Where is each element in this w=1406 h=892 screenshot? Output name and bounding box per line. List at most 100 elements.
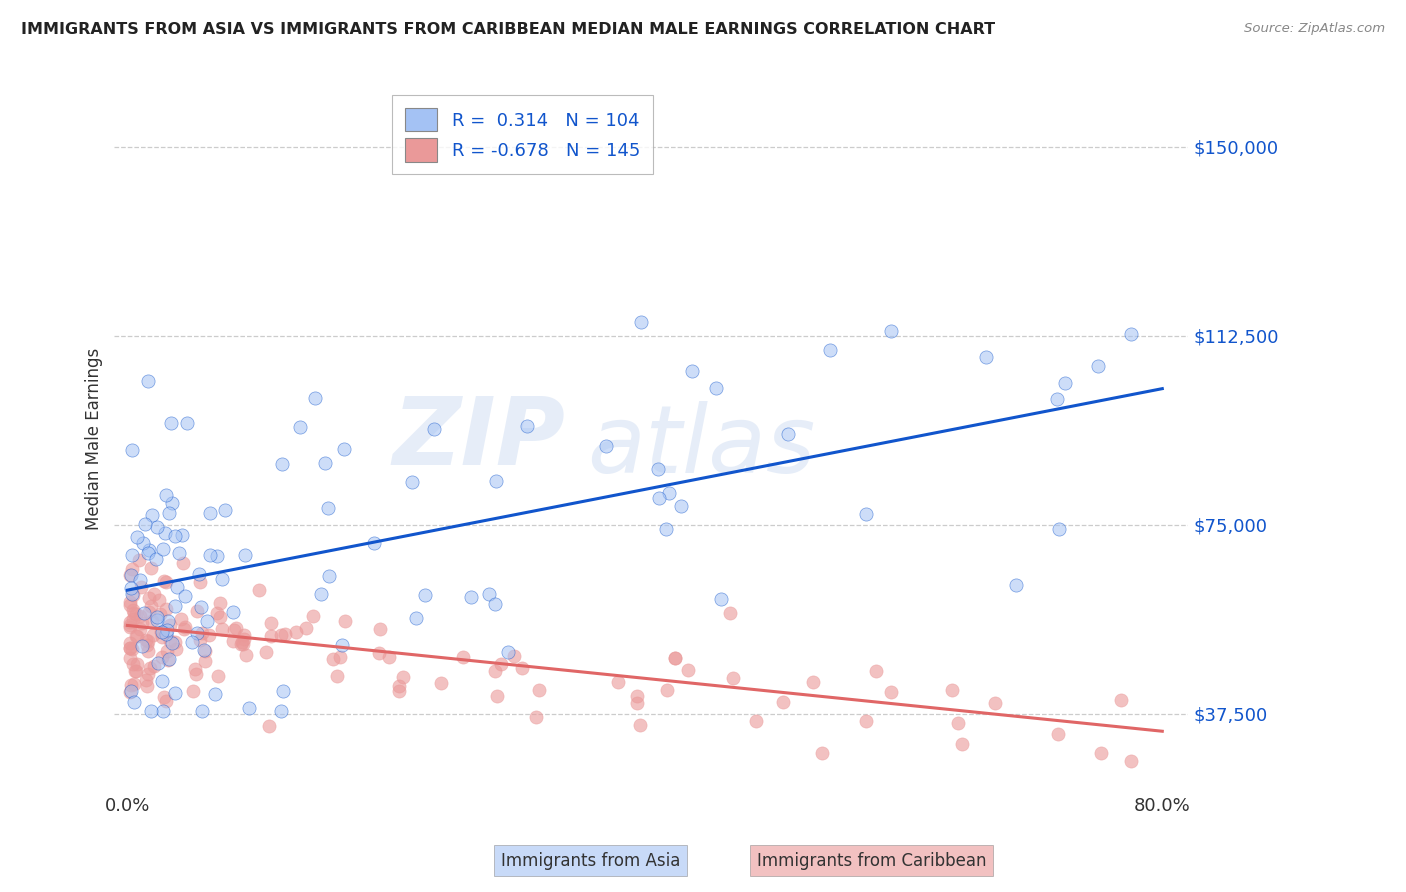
- Point: [136, 667, 159, 681]
- Point: [150, 630, 173, 644]
- Point: [186, 625, 208, 640]
- Text: atlas: atlas: [586, 401, 815, 491]
- Point: [209, 596, 232, 610]
- Point: [165, 642, 187, 657]
- Point: [188, 632, 211, 647]
- Point: [238, 700, 260, 714]
- Point: [190, 704, 212, 718]
- Point: [141, 561, 163, 575]
- Point: [122, 657, 145, 671]
- Point: [121, 588, 143, 602]
- Point: [231, 635, 253, 649]
- Point: [664, 651, 686, 665]
- Point: [146, 610, 169, 624]
- Text: Source: ZipAtlas.com: Source: ZipAtlas.com: [1244, 22, 1385, 36]
- Point: [129, 573, 152, 587]
- Point: [125, 530, 148, 544]
- Point: [153, 526, 176, 541]
- Point: [160, 495, 183, 509]
- Point: [152, 704, 174, 718]
- Point: [772, 695, 794, 709]
- Point: [155, 574, 177, 589]
- Point: [155, 601, 177, 615]
- Point: [181, 635, 204, 649]
- Point: [865, 664, 887, 678]
- Point: [405, 611, 427, 625]
- Point: [1046, 392, 1069, 406]
- Point: [229, 637, 252, 651]
- Point: [628, 718, 651, 732]
- Point: [630, 314, 652, 328]
- Point: [710, 591, 733, 606]
- Point: [704, 381, 727, 395]
- Point: [118, 685, 141, 699]
- Point: [669, 499, 692, 513]
- Point: [855, 714, 877, 729]
- Point: [211, 572, 233, 586]
- Point: [311, 587, 333, 601]
- Point: [658, 486, 681, 500]
- Point: [136, 634, 159, 648]
- Point: [304, 391, 326, 405]
- Point: [159, 618, 181, 632]
- Point: [186, 604, 208, 618]
- Point: [121, 443, 143, 458]
- Point: [647, 462, 669, 476]
- Point: [478, 587, 501, 601]
- Point: [880, 684, 903, 698]
- Point: [516, 418, 538, 433]
- Point: [162, 635, 184, 649]
- Point: [401, 475, 423, 489]
- Point: [131, 616, 153, 631]
- Point: [655, 682, 678, 697]
- Text: ZIP: ZIP: [392, 393, 565, 485]
- Point: [984, 697, 1007, 711]
- Point: [121, 587, 143, 601]
- Point: [221, 606, 243, 620]
- Point: [388, 684, 411, 698]
- Point: [149, 607, 172, 621]
- Point: [676, 663, 699, 677]
- Point: [607, 675, 630, 690]
- Point: [148, 656, 170, 670]
- Point: [208, 610, 231, 624]
- Point: [326, 669, 349, 683]
- Point: [159, 634, 181, 648]
- Point: [367, 646, 389, 660]
- Point: [368, 622, 391, 636]
- Point: [138, 543, 160, 558]
- Point: [1087, 359, 1109, 374]
- Point: [333, 442, 356, 456]
- Point: [136, 644, 159, 658]
- Point: [118, 615, 141, 629]
- Point: [120, 684, 142, 698]
- Point: [141, 508, 163, 522]
- Point: [125, 629, 148, 643]
- Point: [484, 597, 506, 611]
- Point: [205, 549, 228, 563]
- Point: [118, 640, 141, 655]
- Point: [172, 528, 194, 542]
- Point: [1119, 327, 1142, 342]
- Point: [146, 613, 169, 627]
- Point: [184, 662, 207, 676]
- Point: [138, 591, 160, 606]
- Point: [188, 575, 211, 590]
- Point: [284, 625, 307, 640]
- Point: [150, 624, 173, 639]
- Point: [128, 622, 150, 636]
- Point: [745, 714, 768, 728]
- Point: [131, 639, 153, 653]
- Point: [153, 690, 176, 704]
- Text: Immigrants from Asia: Immigrants from Asia: [501, 852, 681, 870]
- Point: [776, 427, 799, 442]
- Point: [222, 624, 245, 638]
- Point: [125, 664, 148, 678]
- Text: IMMIGRANTS FROM ASIA VS IMMIGRANTS FROM CARIBBEAN MEDIAN MALE EARNINGS CORRELATI: IMMIGRANTS FROM ASIA VS IMMIGRANTS FROM …: [21, 22, 995, 37]
- Point: [163, 635, 186, 649]
- Point: [235, 648, 257, 663]
- Point: [626, 696, 648, 710]
- Point: [165, 686, 187, 700]
- Point: [155, 694, 177, 708]
- Point: [122, 677, 145, 691]
